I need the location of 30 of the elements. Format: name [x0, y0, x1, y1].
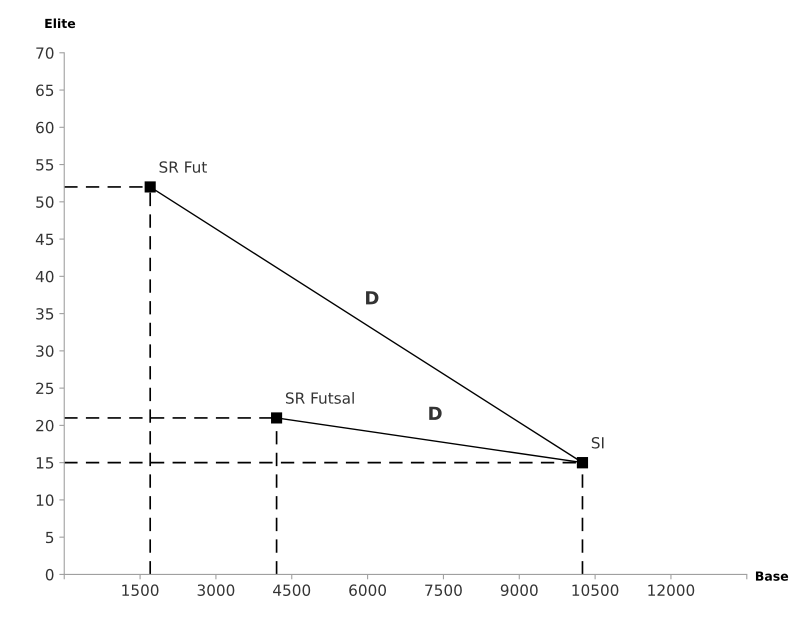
- x-tick-label: 4500: [273, 584, 310, 596]
- annotation: SR Fut: [160, 161, 207, 173]
- y-tick-label: 70: [36, 47, 54, 59]
- y-tick-label: 10: [36, 494, 54, 506]
- x-tick-label: 6000: [349, 584, 386, 596]
- y-tick-label: 45: [36, 234, 54, 246]
- x-tick-label: 10500: [572, 584, 618, 596]
- y-tick-label: 0: [46, 568, 54, 580]
- y-tick-label: 35: [36, 308, 54, 320]
- y-tick-label: 30: [36, 345, 54, 357]
- annotation: D: [366, 291, 378, 304]
- y-tick-label: 55: [36, 159, 54, 171]
- y-tick-label: 60: [36, 122, 54, 134]
- y-tick-label: 50: [36, 196, 54, 208]
- y-tick-label: 20: [36, 420, 54, 432]
- annotation: D: [429, 406, 442, 420]
- x-tick-label: 3000: [198, 584, 234, 596]
- y-axis-title: Elite: [45, 18, 76, 28]
- y-tick-label: 15: [36, 457, 54, 469]
- x-tick-label: 1500: [122, 584, 159, 596]
- y-tick-label: 25: [36, 382, 54, 394]
- x-axis-title: Base: [756, 572, 788, 581]
- annotation: SR Futsal: [286, 392, 354, 404]
- x-tick-label: 9000: [500, 584, 538, 596]
- x-tick-label: 12000: [648, 584, 694, 596]
- y-tick-label: 40: [36, 270, 54, 282]
- x-tick-label: 7500: [425, 584, 462, 596]
- y-tick-label: 5: [46, 532, 54, 544]
- annotation: SI: [592, 437, 604, 449]
- y-tick-label: 65: [36, 84, 54, 96]
